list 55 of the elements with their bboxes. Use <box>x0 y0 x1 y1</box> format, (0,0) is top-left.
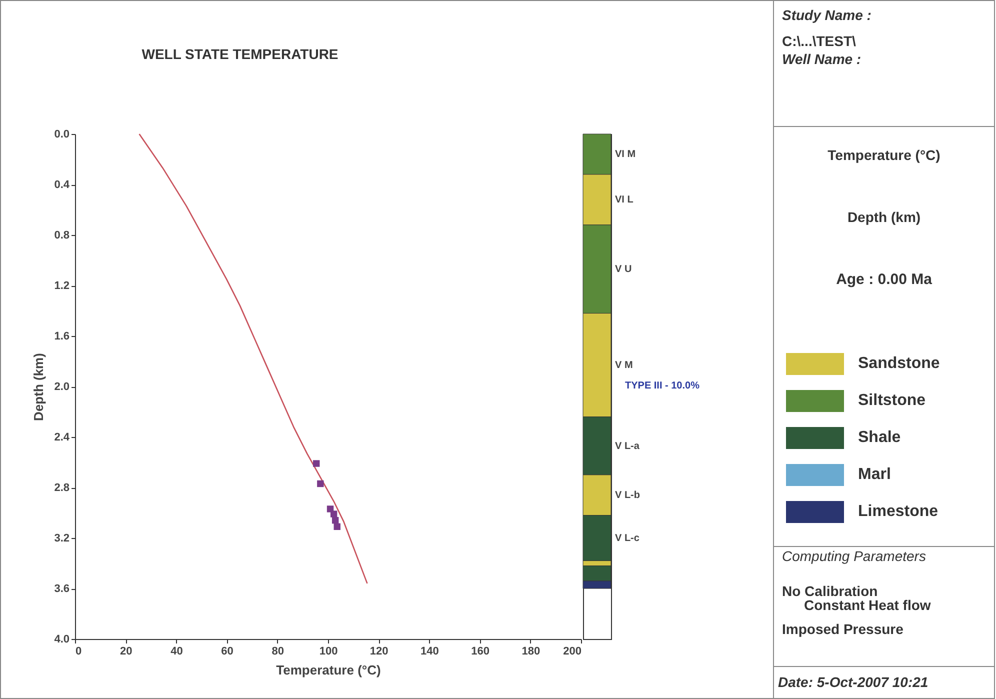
y-tick-label: 1.6 <box>54 330 70 342</box>
series-label: V L-c <box>615 533 640 544</box>
series-label: V M <box>615 360 633 372</box>
y-axis-title: Depth (km) <box>31 353 46 421</box>
y-tick-label: 2.4 <box>54 432 70 444</box>
y-tick-label: 2.8 <box>54 482 70 494</box>
y-tick-label: 1.2 <box>54 280 70 292</box>
series-label: VI L <box>615 194 634 206</box>
y-tick-label: 0.4 <box>54 179 70 191</box>
point <box>332 516 339 524</box>
point <box>330 510 338 518</box>
series-label: V U <box>615 264 632 276</box>
y-tick-label: 0.0 <box>54 128 70 140</box>
y-tick-label: 0.8 <box>54 230 70 242</box>
x-axis-title: Temperature (°C) <box>276 662 381 678</box>
point <box>334 523 340 530</box>
text: TYPE III - 10.0% <box>625 380 700 392</box>
line-series <box>138 133 368 584</box>
category-label: Sandstone <box>858 355 940 373</box>
chart-title: WELL STATE TEMPERATURE <box>142 46 338 62</box>
point <box>317 480 324 488</box>
text: Age : 0.00 Ma <box>835 271 933 288</box>
text: Well Name : <box>782 51 862 67</box>
x-tick-label: 0 <box>76 646 82 658</box>
category-label: Limestone <box>858 503 938 521</box>
x-tick-label: 140 <box>420 646 439 658</box>
text: Depth (km) <box>846 209 922 225</box>
series-label: V L-b <box>615 490 640 502</box>
text: Temperature (°C) <box>826 147 942 163</box>
text: Constant Heat flow <box>804 597 931 613</box>
y-tick-label: 3.2 <box>54 532 70 544</box>
y-tick-label: 2.0 <box>54 381 70 393</box>
text: C:\...\TEST\ <box>782 33 856 49</box>
x-tick-label: 180 <box>522 646 540 658</box>
text: Imposed Pressure <box>782 621 904 637</box>
point <box>313 460 320 467</box>
x-tick-label: 120 <box>370 646 388 658</box>
text: Study Name : <box>782 7 872 23</box>
category-label: Marl <box>858 466 891 484</box>
series-label: VI M <box>615 149 636 160</box>
x-tick-label: 20 <box>120 646 132 658</box>
x-tick-label: 60 <box>221 646 234 658</box>
category-label: Siltstone <box>858 392 926 410</box>
category-label: Shale <box>858 429 901 447</box>
text: Computing Parameters <box>782 548 926 564</box>
series-label: V L-a <box>615 440 640 452</box>
text: Date: 5-Oct-2007 10:21 <box>778 674 928 690</box>
y-tick-label: 4.0 <box>54 634 70 646</box>
x-tick-label: 160 <box>471 646 490 658</box>
x-tick-label: 100 <box>319 646 338 658</box>
x-tick-label: 40 <box>170 646 183 658</box>
x-tick-label: 80 <box>272 646 284 658</box>
y-tick-label: 3.6 <box>54 583 70 595</box>
x-tick-label: 200 <box>563 646 582 658</box>
text: No Calibration <box>782 583 878 599</box>
